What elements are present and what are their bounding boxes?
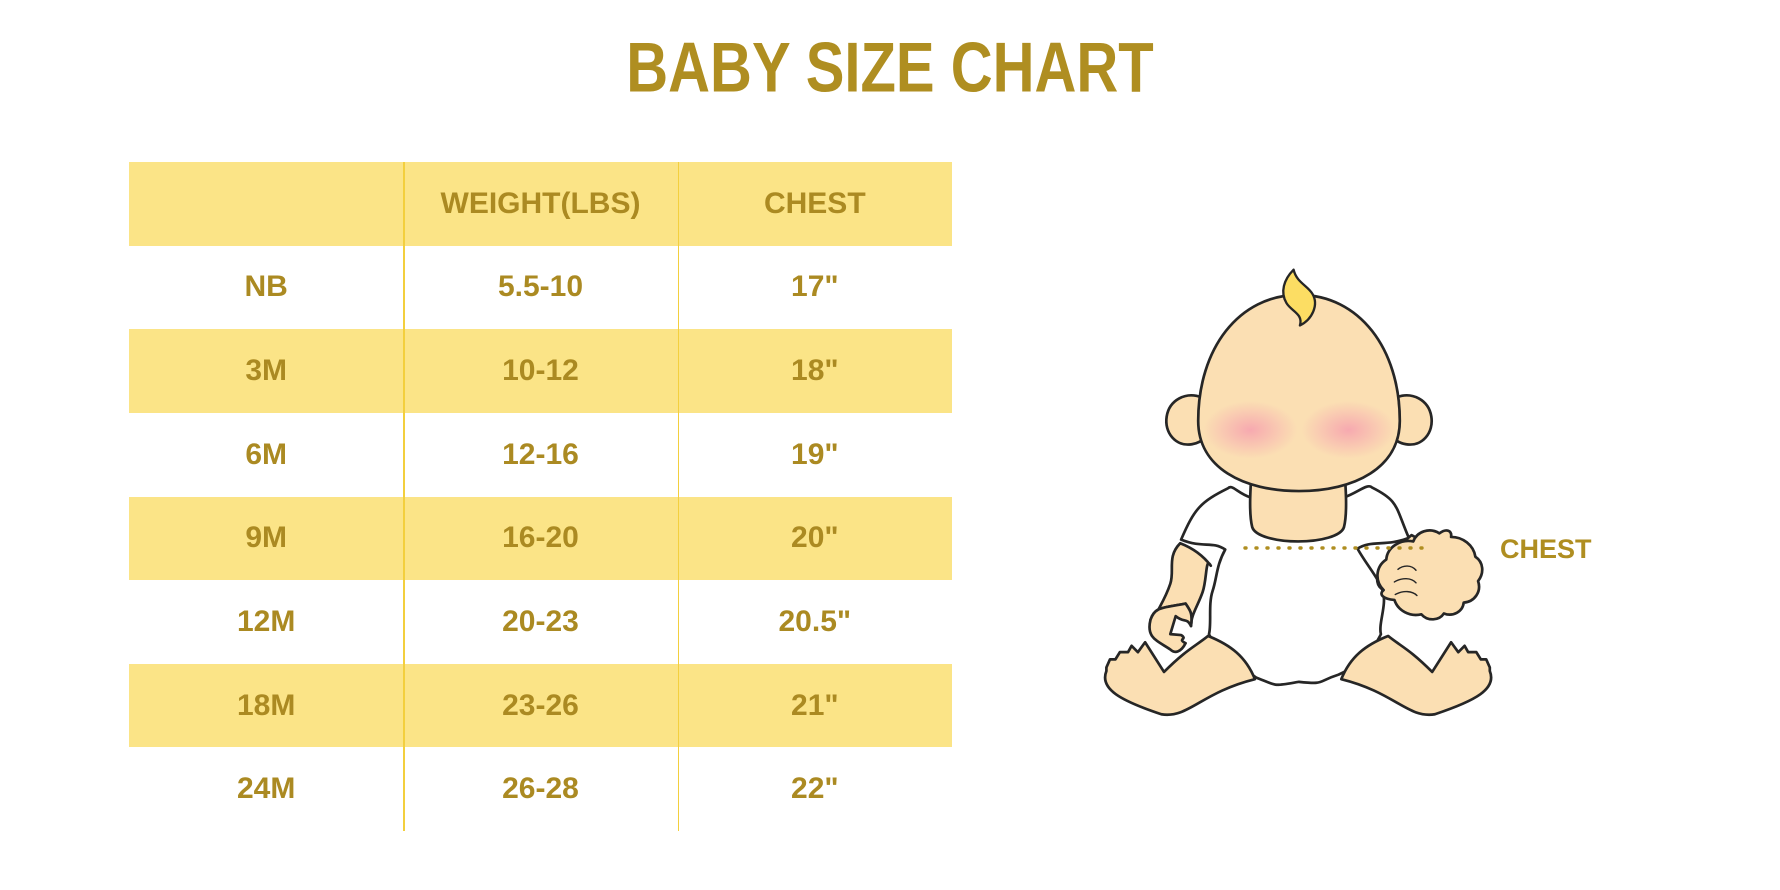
svg-text:CHEST: CHEST — [1500, 534, 1592, 564]
